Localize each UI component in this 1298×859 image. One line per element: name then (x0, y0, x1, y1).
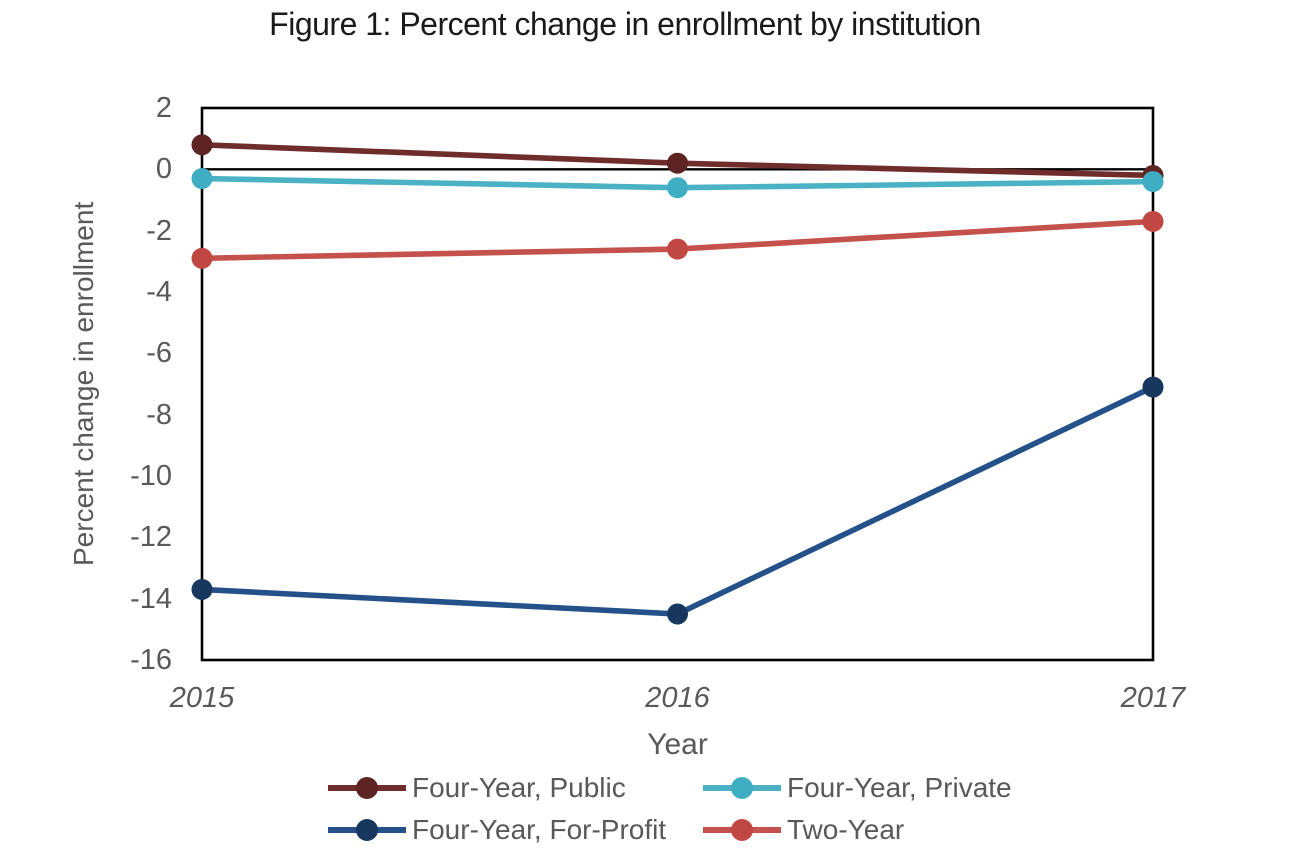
x-tick-label: 2015 (169, 682, 235, 714)
legend-label: Four-Year, Private (787, 772, 1012, 803)
chart-title: Figure 1: Percent change in enrollment b… (269, 6, 981, 42)
y-tick-label: -8 (146, 398, 172, 431)
y-tick-label: -16 (130, 644, 172, 676)
legend-item-four-year-for-profit: Four-Year, For-Profit (328, 809, 703, 851)
y-tick-label: -14 (130, 582, 172, 615)
y-tick-label: -4 (146, 276, 172, 308)
data-point-four-year-private-2017 (1142, 171, 1164, 193)
legend-marker-icon (703, 819, 781, 841)
legend-item-four-year-public: Four-Year, Public (328, 767, 703, 809)
data-point-four-year-for-profit-2016 (667, 603, 688, 625)
data-point-four-year-private-2015 (191, 168, 213, 190)
y-tick-label: 2 (155, 92, 172, 124)
y-tick-label: 0 (155, 153, 172, 186)
legend-marker-icon (328, 819, 406, 841)
y-axis-title: Percent change in enrollment (68, 201, 99, 567)
x-tick-label: 2017 (1120, 682, 1186, 714)
x-tick-label: 2016 (645, 682, 710, 714)
legend: Four-Year, Public Four-Year, Private Four-… (328, 767, 1012, 851)
legend-item-two-year: Two-Year (703, 809, 1012, 851)
data-point-two-year-2017 (1142, 210, 1164, 232)
data-point-two-year-2015 (191, 247, 213, 269)
series-line-four-year-for-profit (201, 384, 1155, 617)
y-tick-label: -6 (146, 337, 172, 370)
y-tick-label: -10 (130, 460, 172, 492)
data-point-four-year-public-2015 (191, 134, 213, 156)
x-axis-title: Year (647, 728, 708, 761)
legend-marker-icon (703, 777, 781, 799)
legend-label: Four-Year, Public (412, 772, 626, 803)
legend-marker-icon (328, 777, 406, 799)
data-point-four-year-for-profit-2017 (1142, 376, 1164, 398)
legend-label: Two-Year (787, 814, 905, 845)
data-point-four-year-private-2016 (667, 177, 688, 199)
y-tick-label: -12 (130, 521, 172, 554)
data-point-two-year-2016 (667, 238, 688, 260)
legend-item-four-year-private: Four-Year, Private (703, 767, 1012, 809)
data-point-four-year-for-profit-2015 (191, 578, 213, 600)
legend-label: Four-Year, For-Profit (412, 814, 667, 845)
y-tick-label: -2 (146, 214, 172, 247)
data-point-four-year-public-2016 (667, 152, 688, 174)
